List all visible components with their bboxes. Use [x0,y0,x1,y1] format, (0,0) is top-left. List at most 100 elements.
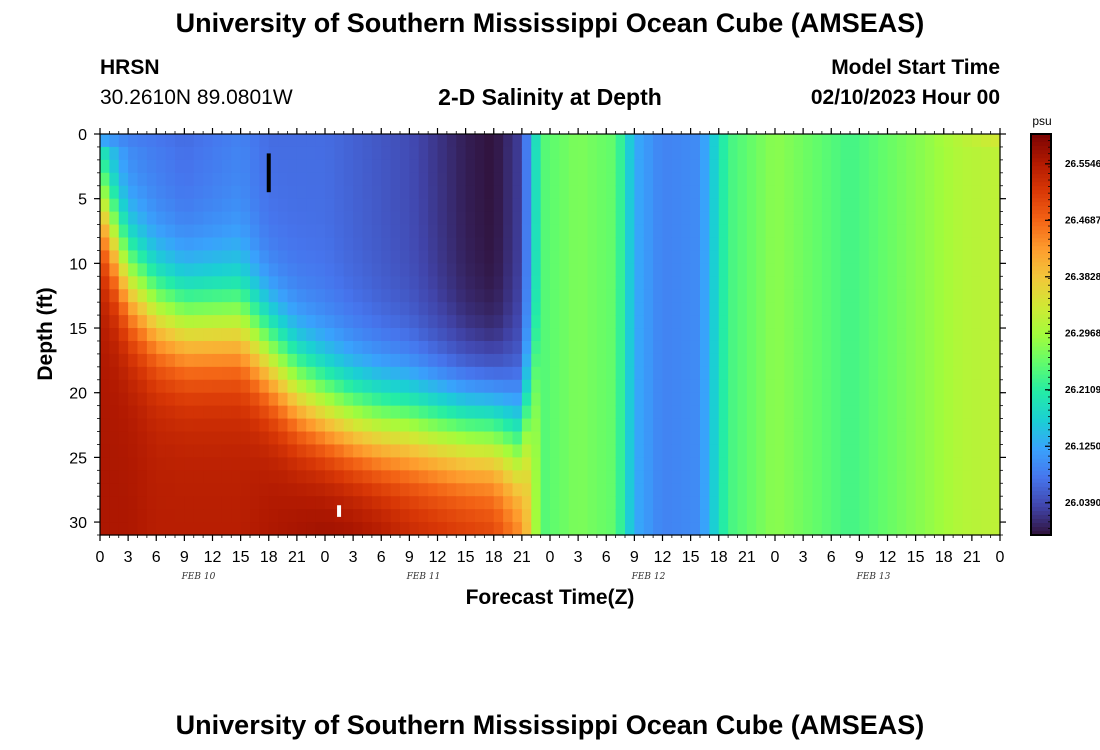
heatmap-cell [484,211,495,226]
heatmap-cell [840,470,851,484]
heatmap-cell [184,289,195,303]
heatmap-cell [868,276,879,290]
heatmap-cell [859,483,870,497]
heatmap-cell [990,315,1001,329]
heatmap-cell [418,289,429,303]
heatmap-cell [128,289,139,303]
heatmap-cell [971,211,982,226]
heatmap-cell [175,509,185,523]
heatmap-cell [784,211,795,226]
heatmap-cell [465,276,476,290]
heatmap-cell [156,185,167,200]
heatmap-cell [568,418,579,433]
heatmap-cell [793,250,804,264]
heatmap-cell [850,211,860,226]
heatmap-cell [775,328,785,342]
heatmap-cell [653,237,664,252]
heatmap-cell [409,418,420,433]
heatmap-cell [840,353,851,368]
heatmap-cell [371,340,382,355]
heatmap-cell [446,496,457,510]
heatmap-cell [737,224,748,239]
heatmap-cell [634,185,645,200]
heatmap-cell [925,431,935,446]
heatmap-cell [868,302,879,316]
heatmap-cell [878,250,889,264]
colorbar-segment [1031,498,1051,504]
heatmap-cell [962,392,973,407]
heatmap-cell [896,379,907,394]
heatmap-cell [728,483,739,497]
heatmap-cell [662,185,673,200]
heatmap-cell [859,340,870,355]
heatmap-cell [484,379,495,394]
heatmap-cell [662,172,673,187]
heatmap-cell [690,328,701,342]
heatmap-cell [306,172,317,187]
heatmap-cell [971,146,982,161]
heatmap-cell [568,328,579,342]
heatmap-cell [156,276,167,290]
heatmap-cell [521,134,532,148]
heatmap-cell [165,146,176,161]
heatmap-cell [934,302,945,316]
colorbar-segment [1031,322,1051,328]
heatmap-cell [821,224,832,239]
heatmap-cell [990,302,1001,316]
heatmap-cell [315,289,326,303]
heatmap-cell [296,172,307,187]
heatmap-cell [409,366,420,381]
heatmap-cell [296,315,307,329]
heatmap-cell [653,185,664,200]
heatmap-cell [475,237,485,252]
heatmap-cell [653,496,664,510]
heatmap-cell [428,353,439,368]
heatmap-cell [578,470,589,484]
heatmap-cell [531,392,542,407]
heatmap-cell [896,405,907,420]
heatmap-cell [362,366,373,381]
heatmap-cell [137,302,148,316]
heatmap-cell [850,198,860,213]
heatmap-cell [756,328,767,342]
heatmap-cell [540,198,551,213]
heatmap-cell [615,418,626,433]
heatmap-cell [634,392,645,407]
heatmap-cell [700,134,710,148]
heatmap-cell [606,418,617,433]
heatmap-cell [709,483,720,497]
heatmap-cell [906,276,917,290]
heatmap-cell [381,250,392,264]
heatmap-cell [971,418,982,433]
heatmap-cell [690,392,701,407]
date-label: FEB 12 [631,572,666,582]
heatmap-cell [409,224,420,239]
heatmap-cell [418,522,429,536]
heatmap-cell [400,185,410,200]
heatmap-cell [306,496,317,510]
heatmap-cell [568,302,579,316]
heatmap-cell [709,366,720,381]
heatmap-cell [587,185,598,200]
heatmap-cell [606,353,617,368]
heatmap-cell [128,483,139,497]
heatmap-cell [728,366,739,381]
heatmap-cell [709,379,720,394]
heatmap-cell [887,185,898,200]
heatmap-cell [465,470,476,484]
heatmap-cell [737,522,748,536]
heatmap-cell [409,379,420,394]
heatmap-cell [737,263,748,277]
heatmap-cell [606,522,617,536]
heatmap-cell [325,353,335,368]
heatmap-cell [906,353,917,368]
heatmap-cell [831,185,842,200]
heatmap-cell [990,379,1001,394]
heatmap-cell [821,146,832,161]
heatmap-cell [737,353,748,368]
heatmap-cell [868,418,879,433]
heatmap-cell [240,366,251,381]
heatmap-cell [446,522,457,536]
heatmap-cell [240,276,251,290]
heatmap-cell [540,444,551,458]
